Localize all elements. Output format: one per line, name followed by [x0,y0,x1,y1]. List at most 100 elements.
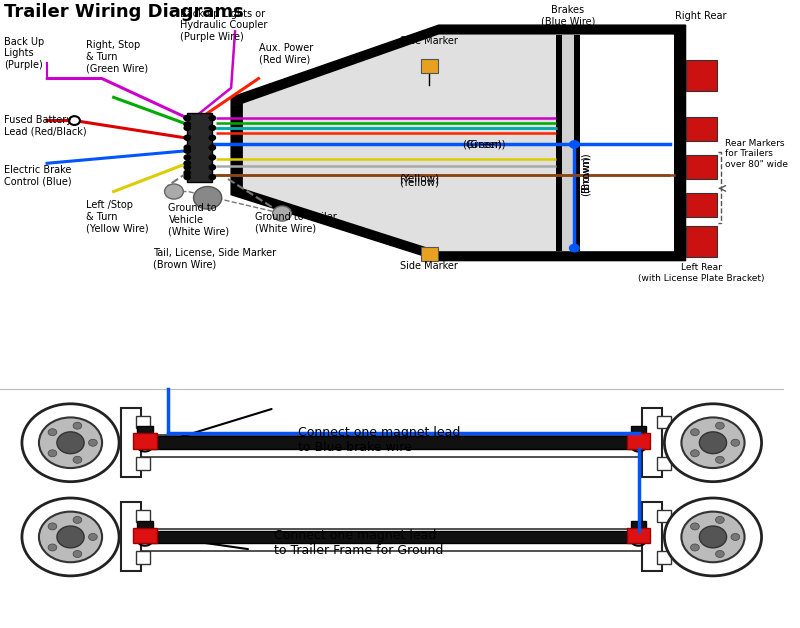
Bar [135,457,150,470]
Bar [0,389,783,628]
Text: Left Rear
(with License Plate Bracket): Left Rear (with License Plate Bracket) [638,264,765,283]
Circle shape [89,439,98,447]
Bar [135,510,150,522]
Bar [630,426,646,440]
Bar [686,155,717,179]
Text: Right, Stop
& Turn
(Green Wire): Right, Stop & Turn (Green Wire) [86,40,148,73]
Circle shape [690,523,699,530]
Bar [421,247,438,261]
Circle shape [715,516,724,523]
Bar [686,60,717,91]
Circle shape [183,170,191,176]
Text: Back Up
Lights
(Purple): Back Up Lights (Purple) [4,37,44,70]
Bar [562,35,574,251]
Text: Rear Markers
for Trailers
over 80" wide: Rear Markers for Trailers over 80" wide [725,139,788,169]
Circle shape [715,457,724,463]
Circle shape [183,160,191,166]
Text: Side Marker: Side Marker [401,261,458,271]
Bar [580,35,674,251]
Circle shape [690,429,699,436]
Circle shape [22,498,119,576]
Text: Ground to Trailer
(White Wire): Ground to Trailer (White Wire) [254,212,336,234]
Text: (Yellow): (Yellow) [399,174,439,184]
Circle shape [209,145,215,150]
Bar [135,551,150,564]
Text: (Brown): (Brown) [581,153,591,193]
Circle shape [184,155,190,160]
Bar [137,521,153,534]
Circle shape [22,404,119,482]
Text: (Green): (Green) [466,139,506,149]
Circle shape [89,533,98,541]
Bar [657,551,670,564]
Bar [630,521,646,534]
Circle shape [48,544,57,551]
Circle shape [184,126,190,131]
Circle shape [209,155,215,160]
Bar [627,528,650,543]
Text: Tail, License, Side Marker
(Brown Wire): Tail, License, Side Marker (Brown Wire) [153,248,276,269]
Bar [627,433,650,449]
Polygon shape [231,25,686,261]
Circle shape [194,187,222,209]
Circle shape [682,512,745,562]
Bar [657,416,670,428]
Circle shape [699,432,726,453]
Bar [686,193,717,217]
Text: Connect one magnet lead
to Blue brake wire: Connect one magnet lead to Blue brake wi… [298,426,460,453]
Circle shape [184,135,190,140]
Text: Back up Lights or
Hydraulic Coupler
(Purple Wire): Back up Lights or Hydraulic Coupler (Pur… [180,9,267,41]
Text: Right Rear: Right Rear [675,11,727,21]
Bar [657,510,670,522]
Circle shape [715,422,724,429]
Circle shape [57,526,84,548]
Circle shape [699,526,726,548]
Text: (Brown): (Brown) [581,156,591,196]
Bar [686,117,717,141]
Text: Electric Brake
Control (Blue): Electric Brake Control (Blue) [4,165,71,187]
Bar [137,436,646,449]
Circle shape [48,450,57,457]
Circle shape [184,175,190,180]
Circle shape [209,135,215,140]
Polygon shape [243,35,674,251]
Bar [642,502,662,571]
Circle shape [73,516,82,523]
Text: Aux. Power
(Red Wire): Aux. Power (Red Wire) [258,43,313,64]
Circle shape [209,175,215,180]
Bar [187,113,212,182]
Circle shape [569,140,580,149]
Circle shape [715,551,724,558]
Circle shape [690,544,699,551]
Text: (Yellow): (Yellow) [399,177,439,187]
Circle shape [569,244,580,252]
Circle shape [73,457,82,463]
Bar [137,531,646,543]
Circle shape [183,115,191,121]
Bar [657,457,670,470]
Circle shape [209,126,215,131]
Bar [135,416,150,428]
Circle shape [183,148,191,154]
Circle shape [184,116,190,121]
Circle shape [690,450,699,457]
Text: Brakes
(Blue Wire): Brakes (Blue Wire) [541,5,595,26]
Circle shape [69,116,80,125]
Bar [122,502,141,571]
Text: Fused Battery
Lead (Red/Black): Fused Battery Lead (Red/Black) [4,115,86,136]
Circle shape [57,432,84,453]
Circle shape [273,206,291,221]
Circle shape [73,551,82,558]
Circle shape [48,523,57,530]
Text: Left /Stop
& Turn
(Yellow Wire): Left /Stop & Turn (Yellow Wire) [86,200,149,233]
Text: (Green): (Green) [462,139,502,149]
Circle shape [184,145,190,150]
Circle shape [184,165,190,170]
Circle shape [731,439,740,447]
Bar [137,426,153,440]
Circle shape [165,184,183,199]
Bar [686,226,717,257]
Circle shape [209,165,215,170]
Circle shape [665,498,762,576]
Circle shape [39,418,102,468]
